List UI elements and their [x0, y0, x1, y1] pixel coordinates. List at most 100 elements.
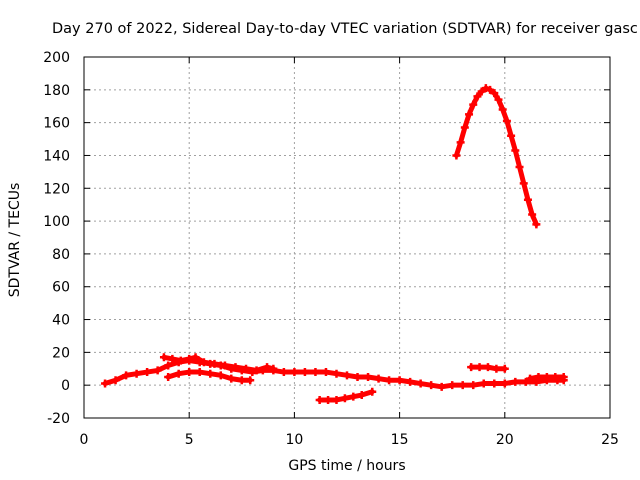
data-point	[199, 358, 208, 367]
data-point	[231, 363, 240, 372]
data-point	[511, 146, 520, 155]
data-point	[185, 354, 194, 363]
data-point	[469, 100, 478, 109]
data-point	[101, 379, 110, 388]
series-arc-late	[526, 372, 568, 383]
data-point	[521, 377, 530, 386]
x-tick-label: 15	[391, 432, 409, 448]
y-tick-label: 0	[61, 378, 70, 394]
data-point	[507, 131, 516, 140]
data-point	[132, 369, 141, 378]
data-point	[528, 210, 537, 219]
data-point	[427, 381, 436, 390]
data-point	[237, 376, 246, 385]
data-point	[511, 377, 520, 386]
data-point	[227, 374, 236, 383]
data-point	[324, 395, 333, 404]
data-point	[492, 364, 501, 373]
data-point	[385, 376, 394, 385]
series-arc-short	[467, 363, 509, 373]
data-point	[279, 368, 288, 377]
data-point	[368, 387, 377, 396]
y-tick-label: 200	[43, 50, 70, 66]
data-point	[252, 366, 261, 375]
x-axis-label: GPS time / hours	[288, 458, 405, 474]
data-point	[195, 368, 204, 377]
data-point	[353, 372, 362, 381]
data-point	[437, 382, 446, 391]
series-arc-negative	[315, 387, 377, 404]
data-point	[483, 363, 492, 372]
data-point	[220, 361, 229, 370]
data-point	[559, 372, 568, 381]
data-point	[321, 368, 330, 377]
data-point	[477, 87, 486, 96]
y-tick-label: 140	[43, 148, 70, 164]
data-point	[332, 395, 341, 404]
y-tick-label: 160	[43, 116, 70, 132]
data-point	[164, 372, 173, 381]
data-point	[500, 379, 509, 388]
data-point	[490, 89, 499, 98]
data-point	[416, 379, 425, 388]
data-point	[159, 353, 168, 362]
data-point	[519, 179, 528, 188]
data-point	[374, 374, 383, 383]
data-point	[490, 379, 499, 388]
x-tick-label: 5	[185, 432, 194, 448]
data-point	[153, 366, 162, 375]
data-point	[542, 372, 551, 381]
data-point	[502, 116, 511, 125]
data-point	[515, 162, 524, 171]
series-arc-peak	[452, 84, 541, 229]
data-point	[475, 363, 484, 372]
y-tick-label: 100	[43, 214, 70, 230]
data-point	[498, 105, 507, 114]
y-tick-label: 40	[52, 313, 70, 329]
data-point	[452, 151, 461, 160]
data-point	[523, 195, 532, 204]
data-point	[111, 376, 120, 385]
series-arc-upper-early	[159, 353, 278, 375]
data-point	[534, 372, 543, 381]
data-point	[269, 364, 278, 373]
data-point	[263, 363, 272, 372]
x-tick-label: 10	[285, 432, 303, 448]
y-tick-label: -20	[47, 411, 70, 427]
data-point	[473, 92, 482, 101]
data-point	[465, 110, 474, 119]
data-point	[210, 359, 219, 368]
data-point	[246, 376, 255, 385]
data-point	[364, 372, 373, 381]
data-point	[164, 361, 173, 370]
data-point	[551, 372, 560, 381]
data-point	[332, 369, 341, 378]
data-points	[101, 84, 568, 404]
data-point	[216, 371, 225, 380]
x-tick-label: 0	[80, 432, 89, 448]
data-point	[406, 377, 415, 386]
axis-ticks: 0 5 10 15 20 25 -20 0 20 40 60 80 100 120 140 160 180 200	[43, 50, 619, 448]
data-point	[481, 84, 490, 93]
data-point	[206, 369, 215, 378]
data-point	[315, 395, 324, 404]
data-point	[494, 95, 503, 104]
data-point	[357, 391, 366, 400]
data-point	[500, 364, 509, 373]
data-point	[532, 220, 541, 229]
series-arc-lower-early	[164, 368, 255, 385]
data-point	[300, 368, 309, 377]
data-point	[143, 368, 152, 377]
y-tick-label: 20	[52, 345, 70, 361]
data-point	[343, 371, 351, 380]
data-point	[311, 368, 320, 377]
y-tick-label: 180	[43, 83, 70, 99]
x-tick-label: 20	[496, 432, 514, 448]
data-point	[168, 354, 177, 363]
y-axis-label: SDTVAR / TECUs	[7, 183, 23, 298]
data-point	[526, 374, 535, 383]
data-point	[456, 138, 465, 147]
plot-frame	[83, 56, 611, 419]
data-point	[191, 353, 200, 362]
